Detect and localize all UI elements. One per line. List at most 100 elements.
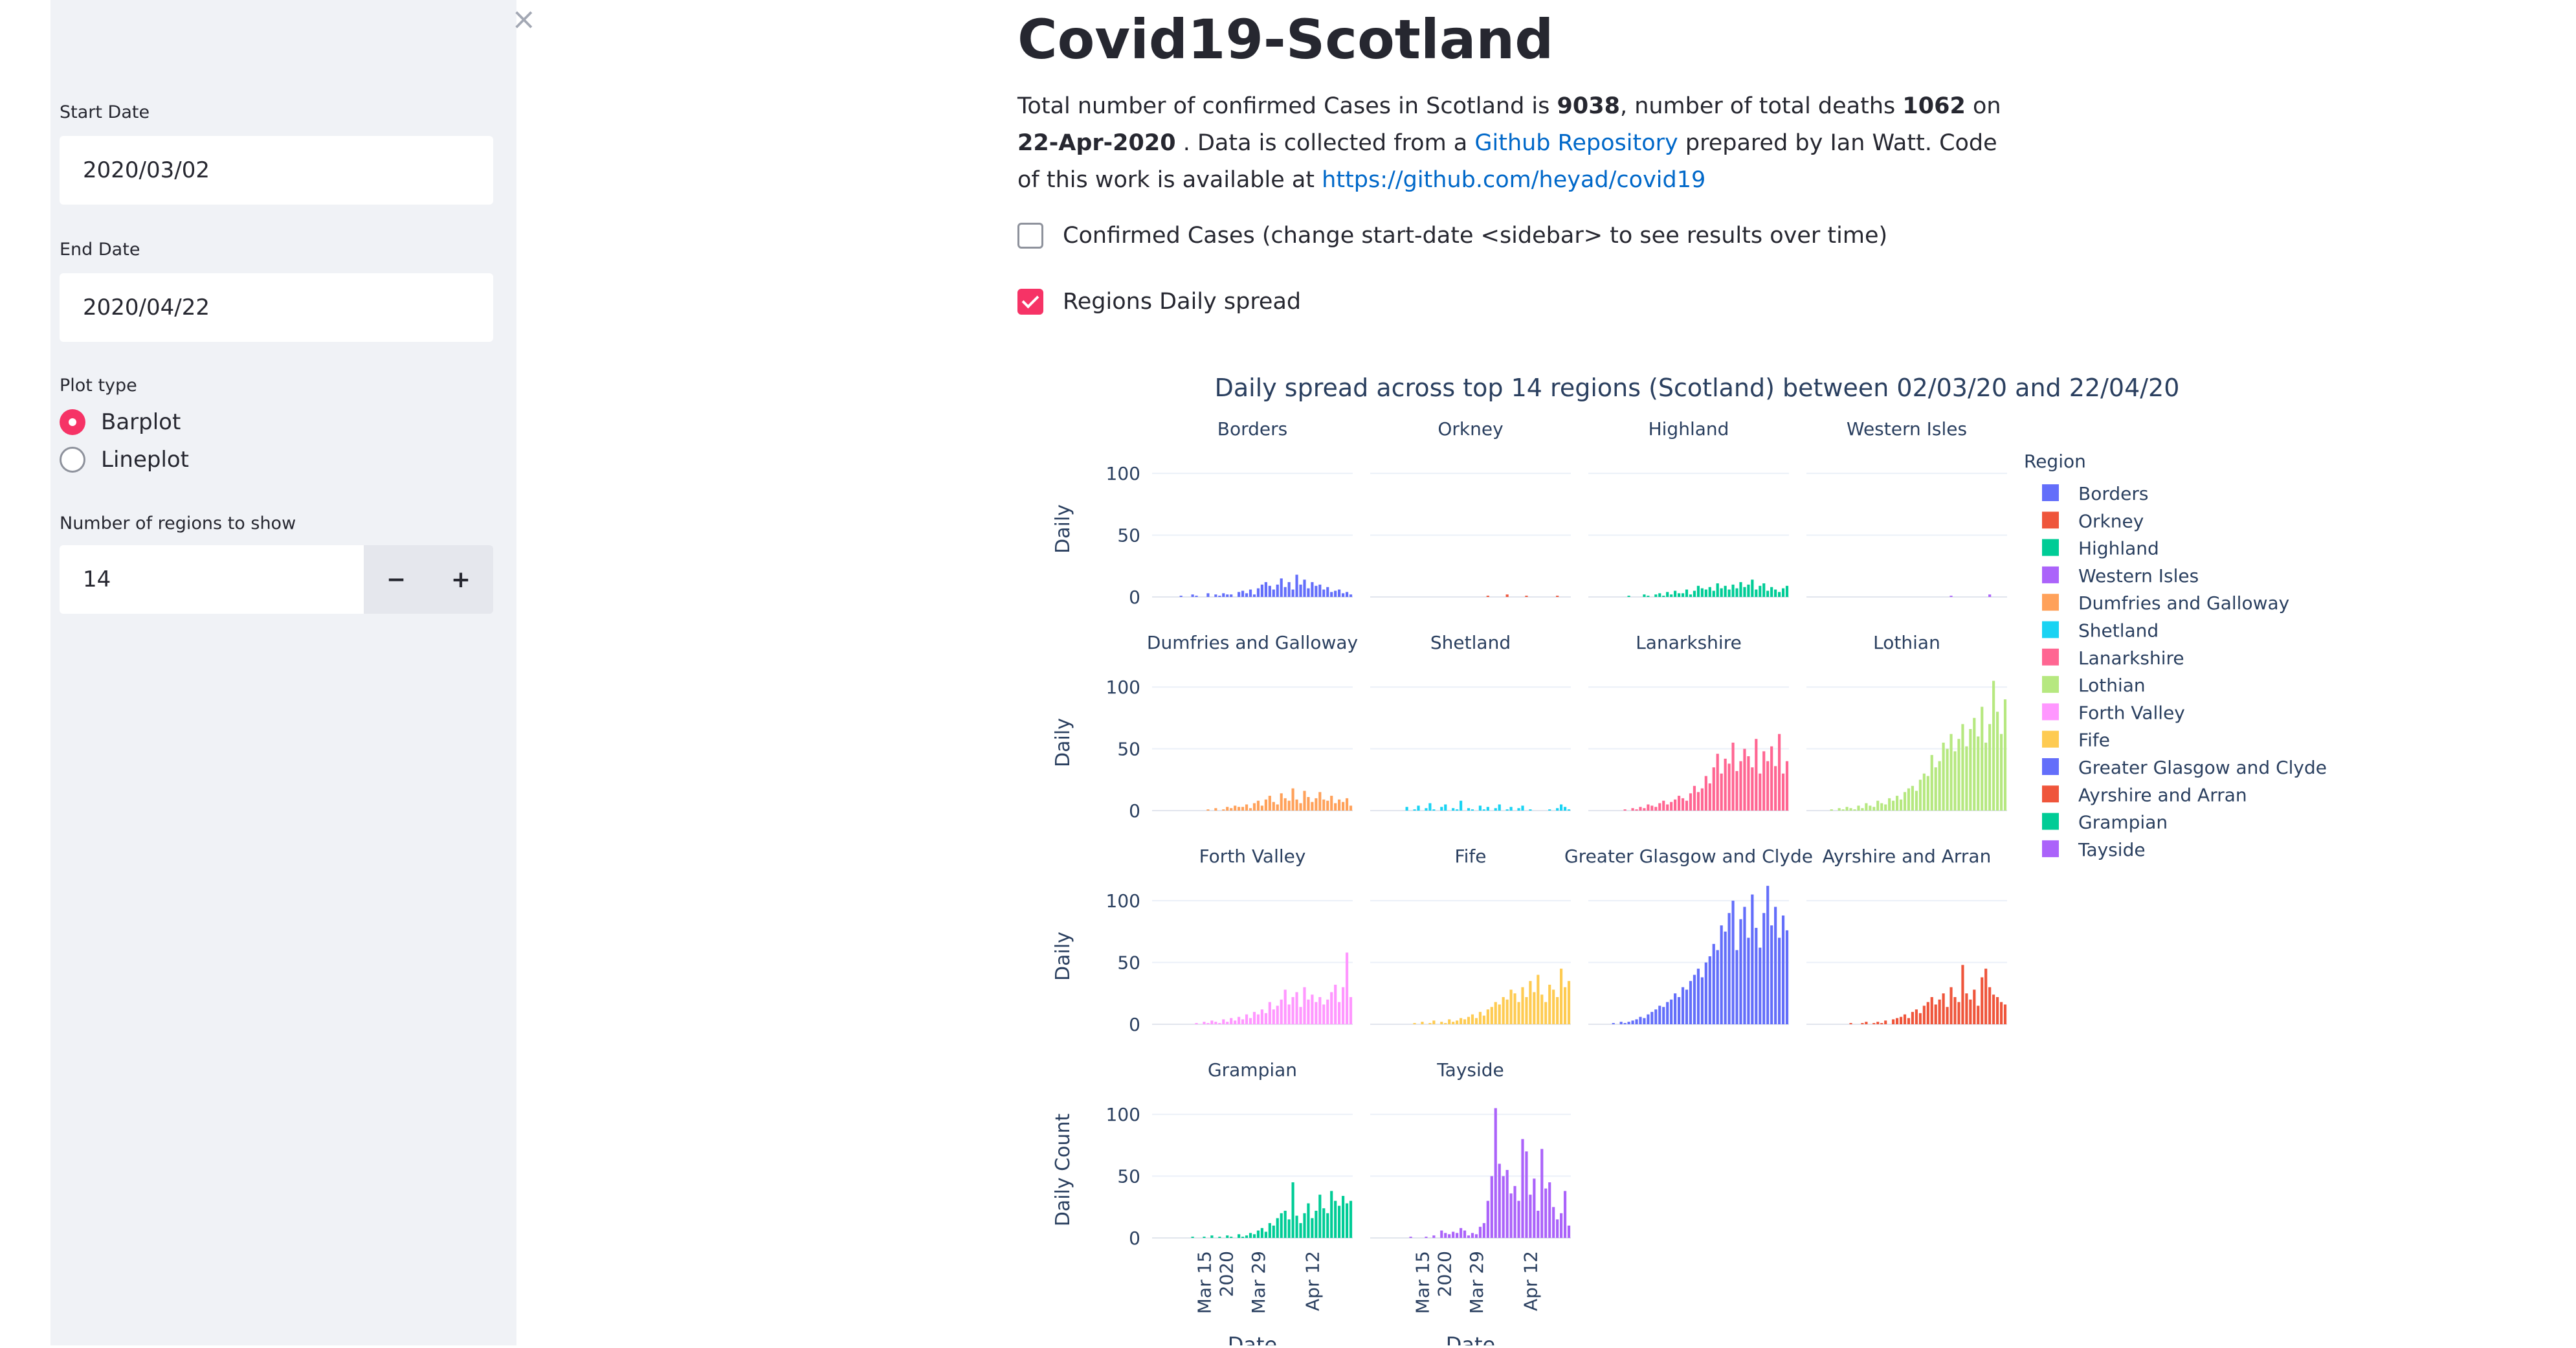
- summary-text-1: Total number of confirmed Cases in Scotl…: [1017, 93, 1557, 119]
- bar: [1222, 1019, 1225, 1024]
- bar: [1724, 758, 1727, 811]
- bar: [1283, 798, 1287, 811]
- x-tick-label: Mar 29: [1248, 1251, 1269, 1314]
- bar: [1315, 585, 1318, 597]
- bar: [1529, 809, 1532, 811]
- bar: [1896, 796, 1899, 811]
- bar: [1533, 1178, 1536, 1238]
- bar: [1670, 802, 1673, 811]
- bar: [1513, 993, 1516, 1024]
- bar: [1502, 997, 1505, 1024]
- bar: [1678, 593, 1681, 597]
- checkbox-checked-icon[interactable]: [1017, 289, 1043, 315]
- bar: [1311, 582, 1314, 597]
- legend-entry: Highland: [2078, 538, 2159, 559]
- decrement-button[interactable]: −: [364, 545, 428, 614]
- x-tick-label: Apr 12: [1520, 1251, 1541, 1311]
- bar: [1226, 1022, 1229, 1024]
- bar: [1689, 981, 1693, 1024]
- checkbox-confirmed-cases[interactable]: Confirmed Cases (change start-date <side…: [1017, 223, 1887, 249]
- bar: [1674, 590, 1677, 597]
- bar: [1203, 1237, 1206, 1238]
- bar: [1498, 1004, 1501, 1024]
- bar: [1322, 1208, 1326, 1238]
- bar: [1623, 1023, 1627, 1024]
- bar: [1322, 589, 1326, 597]
- x-tick-label: Mar 15: [1194, 1251, 1215, 1314]
- regions-count-input[interactable]: 14: [60, 545, 364, 614]
- bar: [1704, 962, 1707, 1024]
- bar: [1256, 588, 1260, 597]
- start-date-input[interactable]: 2020/03/02: [60, 136, 493, 205]
- bar: [1218, 1023, 1221, 1024]
- bar: [1525, 997, 1528, 1024]
- increment-button[interactable]: +: [428, 545, 493, 614]
- bar: [1650, 1011, 1654, 1024]
- bar: [1478, 805, 1482, 811]
- bar: [1992, 994, 1995, 1024]
- bar: [1751, 579, 1754, 597]
- bar: [1981, 706, 1984, 811]
- legend-entry: Tayside: [2078, 839, 2146, 860]
- checkbox-unchecked-icon[interactable]: [1017, 223, 1043, 249]
- summary-text-5: prepared by Ian Watt. Code of this work …: [1017, 130, 1997, 193]
- legend-swatch: [2042, 703, 2059, 721]
- radio-lineplot[interactable]: Lineplot: [60, 447, 189, 473]
- bar: [1981, 977, 1984, 1024]
- bar: [1218, 1237, 1221, 1238]
- bar: [1276, 1218, 1279, 1238]
- y-tick-label: 0: [1129, 1228, 1140, 1249]
- bar: [1700, 788, 1704, 811]
- bar: [1226, 1235, 1229, 1238]
- github-repo-link[interactable]: Github Repository: [1474, 130, 1678, 156]
- bar: [1537, 1211, 1540, 1238]
- bar: [1467, 1235, 1471, 1238]
- legend-entry: Lanarkshire: [2078, 647, 2184, 669]
- bar: [1517, 1200, 1520, 1238]
- bar: [1567, 1225, 1571, 1238]
- bar: [1230, 808, 1233, 811]
- bar: [1631, 808, 1634, 811]
- bar: [1295, 1215, 1298, 1238]
- bar: [1739, 919, 1742, 1024]
- bar: [1276, 1005, 1279, 1024]
- bar: [1260, 805, 1263, 811]
- bar: [1529, 981, 1532, 1024]
- x-tick-label: 2020: [1216, 1251, 1237, 1297]
- bar: [1896, 1018, 1899, 1024]
- bar: [1977, 1005, 1980, 1024]
- bar: [1330, 1191, 1333, 1238]
- checkbox-regions-spread[interactable]: Regions Daily spread: [1017, 289, 1301, 315]
- bar: [1548, 1182, 1551, 1238]
- bar: [1631, 1020, 1634, 1024]
- bar: [1938, 761, 1941, 811]
- radio-barplot[interactable]: Barplot: [60, 409, 181, 435]
- bar: [1988, 594, 1992, 597]
- radio-unselected-icon[interactable]: [60, 447, 85, 473]
- bar: [1700, 977, 1704, 1024]
- bar: [1509, 807, 1513, 811]
- bar: [1988, 724, 1992, 811]
- bar: [1191, 1237, 1194, 1238]
- bar: [1778, 938, 1781, 1024]
- bar: [1922, 773, 1926, 811]
- bar: [1264, 1231, 1267, 1238]
- radio-selected-icon[interactable]: [60, 409, 85, 435]
- bar: [1425, 808, 1428, 811]
- bar: [1432, 809, 1436, 811]
- bar: [1349, 997, 1353, 1024]
- bar: [1471, 809, 1474, 811]
- bar: [1977, 736, 1980, 811]
- bar: [1755, 928, 1758, 1024]
- bar: [1345, 592, 1349, 597]
- bar: [1249, 808, 1252, 811]
- end-date-input[interactable]: 2020/04/22: [60, 273, 493, 342]
- bar: [1996, 997, 1999, 1024]
- code-link[interactable]: https://github.com/heyad/covid19: [1322, 167, 1706, 193]
- bar: [1460, 1228, 1463, 1238]
- bar: [1647, 804, 1650, 811]
- bar: [1525, 596, 1528, 597]
- bar: [1743, 587, 1746, 597]
- close-sidebar-icon[interactable]: ×: [511, 1, 537, 36]
- x-tick-label: Mar 29: [1466, 1251, 1487, 1314]
